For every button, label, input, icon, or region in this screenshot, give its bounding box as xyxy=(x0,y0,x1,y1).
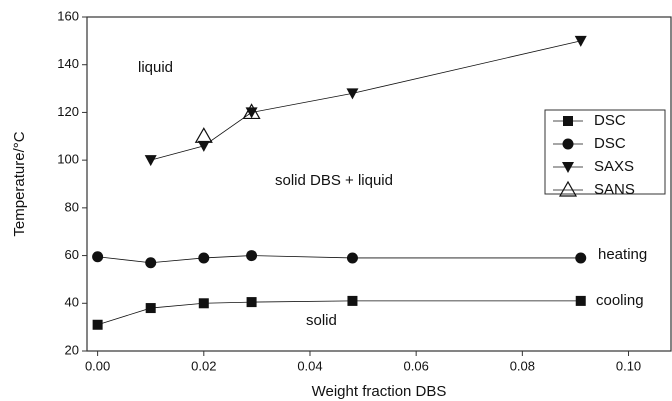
data-point xyxy=(575,295,586,306)
data-point xyxy=(92,251,104,263)
legend-label: DSC xyxy=(594,112,626,129)
series-line xyxy=(150,40,581,161)
y-tick-label: 120 xyxy=(57,104,79,119)
data-point xyxy=(198,298,209,309)
data-point xyxy=(574,35,587,47)
legend-marker xyxy=(562,138,574,150)
data-point xyxy=(92,319,103,330)
y-tick-label: 160 xyxy=(57,8,79,23)
x-tick-label: 0.02 xyxy=(191,358,216,373)
x-axis-label: Weight fraction DBS xyxy=(312,383,447,400)
x-tick-label: 0.04 xyxy=(297,358,322,373)
y-tick-label: 80 xyxy=(65,199,79,214)
annotation: solid DBS + liquid xyxy=(275,172,393,189)
plot-frame xyxy=(86,16,672,352)
y-tick-label: 100 xyxy=(57,152,79,167)
data-point xyxy=(198,252,210,264)
x-tick-label: 0.06 xyxy=(404,358,429,373)
data-point xyxy=(246,250,258,262)
annotation: cooling xyxy=(596,292,644,309)
x-tick-label: 0.00 xyxy=(85,358,110,373)
data-point xyxy=(145,257,157,269)
x-tick-label: 0.08 xyxy=(510,358,535,373)
y-tick-label: 60 xyxy=(65,247,79,262)
legend-marker xyxy=(562,162,574,173)
legend-marker xyxy=(558,180,578,197)
series-line xyxy=(97,255,581,264)
legend-label: SAXS xyxy=(594,158,634,175)
data-point xyxy=(346,252,358,264)
legend-marker xyxy=(563,116,573,126)
legend-label: DSC xyxy=(594,135,626,152)
x-tick-label: 0.10 xyxy=(616,358,641,373)
data-point xyxy=(145,303,156,314)
data-point xyxy=(197,140,210,152)
y-tick-label: 40 xyxy=(65,295,79,310)
data-point xyxy=(346,88,359,100)
y-axis-label: Temperature/°C xyxy=(11,131,28,236)
annotation: liquid xyxy=(138,59,173,76)
y-tick-label: 140 xyxy=(57,56,79,71)
data-point xyxy=(575,252,587,264)
data-point xyxy=(242,103,261,120)
legend-label: SANS xyxy=(594,181,635,198)
y-tick-label: 20 xyxy=(65,342,79,357)
annotation: heating xyxy=(598,246,647,263)
data-point xyxy=(144,155,157,167)
data-point xyxy=(194,127,213,143)
annotation: solid xyxy=(306,312,337,329)
series-line xyxy=(97,300,581,326)
data-point xyxy=(246,297,257,308)
data-point xyxy=(347,295,358,306)
